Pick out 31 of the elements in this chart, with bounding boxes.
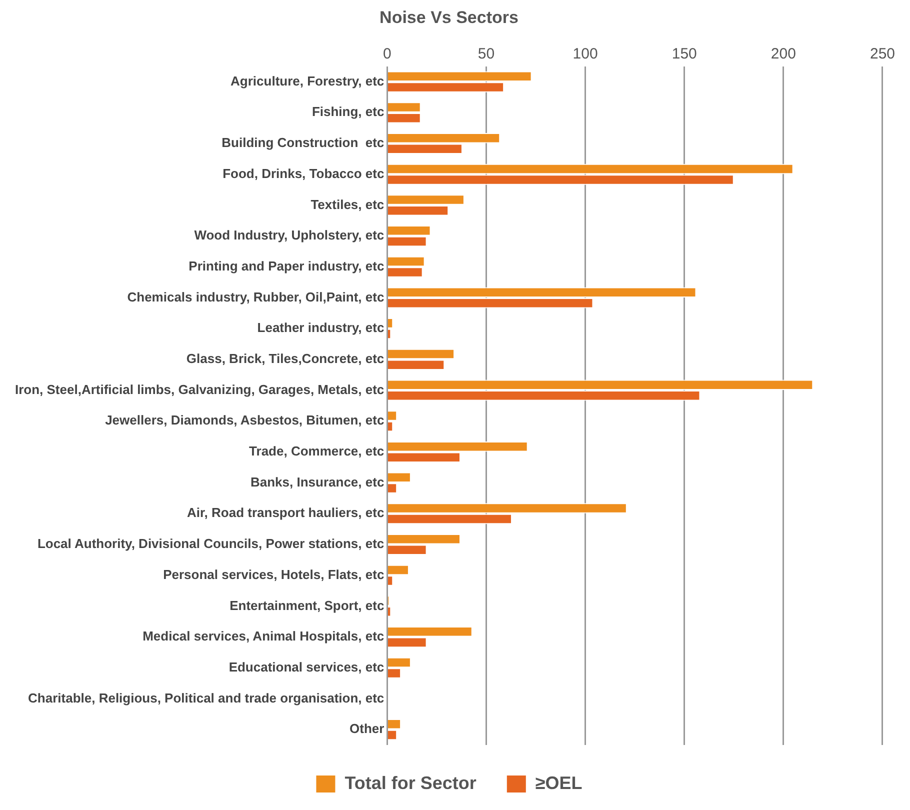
x-tick-label: 250 xyxy=(870,46,895,63)
y-tick-label: Textiles, etc xyxy=(310,196,384,212)
x-tick-label: 100 xyxy=(572,46,598,63)
y-tick-label: Entertainment, Sport, etc xyxy=(230,598,384,613)
x-tick-label: 50 xyxy=(478,46,495,63)
y-tick-label: Glass, Brick, Tiles,Concrete, etc xyxy=(186,351,384,366)
y-tick-label: Air, Road transport hauliers, etc xyxy=(186,505,384,520)
y-tick-label: Trade, Commerce, etc xyxy=(249,444,384,459)
y-tick-label: Printing and Paper industry, etc xyxy=(188,258,384,274)
y-tick-label: Local Authority, Divisional Councils, Power stations, etc xyxy=(37,536,384,552)
y-tick-label: Agriculture, Forestry, etc xyxy=(230,73,384,88)
y-tick-label: Fishing, etc xyxy=(312,104,384,120)
y-tick-label: Building Construction etc xyxy=(222,135,384,150)
y-tick-label: Banks, Insurance, etc xyxy=(250,474,384,490)
x-tick-label: 0 xyxy=(383,46,392,63)
y-tick-label: Leather industry, etc xyxy=(257,320,384,336)
y-tick-label: Educational services, etc xyxy=(228,659,384,674)
chart-title: Noise Vs Sectors xyxy=(380,8,518,27)
x-tick-label: 200 xyxy=(770,46,796,63)
y-tick-label: Personal services, Hotels, Flats, etc xyxy=(163,566,384,582)
legend-label: ≥OEL xyxy=(535,772,582,793)
legend-label: Total for Sector xyxy=(344,772,476,793)
y-tick-label: Jewellers, Diamonds, Asbestos, Bitumen, etc xyxy=(105,412,384,428)
x-tick-label: 150 xyxy=(672,46,697,63)
y-tick-label: Wood Industry, Upholstery, etc xyxy=(194,228,384,243)
y-tick-label: Charitable, Religious, Political and trade organisation, etc xyxy=(28,690,384,706)
y-tick-label: Other xyxy=(350,721,384,736)
y-tick-label: Medical services, Animal Hospitals, etc xyxy=(142,628,384,644)
y-tick-label: Food, Drinks, Tobacco etc xyxy=(222,166,384,181)
y-tick-label: Chemicals industry, Rubber, Oil,Paint, etc xyxy=(127,289,384,304)
y-tick-label: Iron, Steel,Artificial limbs, Galvanizing, Garages, Metals, etc xyxy=(14,382,384,397)
